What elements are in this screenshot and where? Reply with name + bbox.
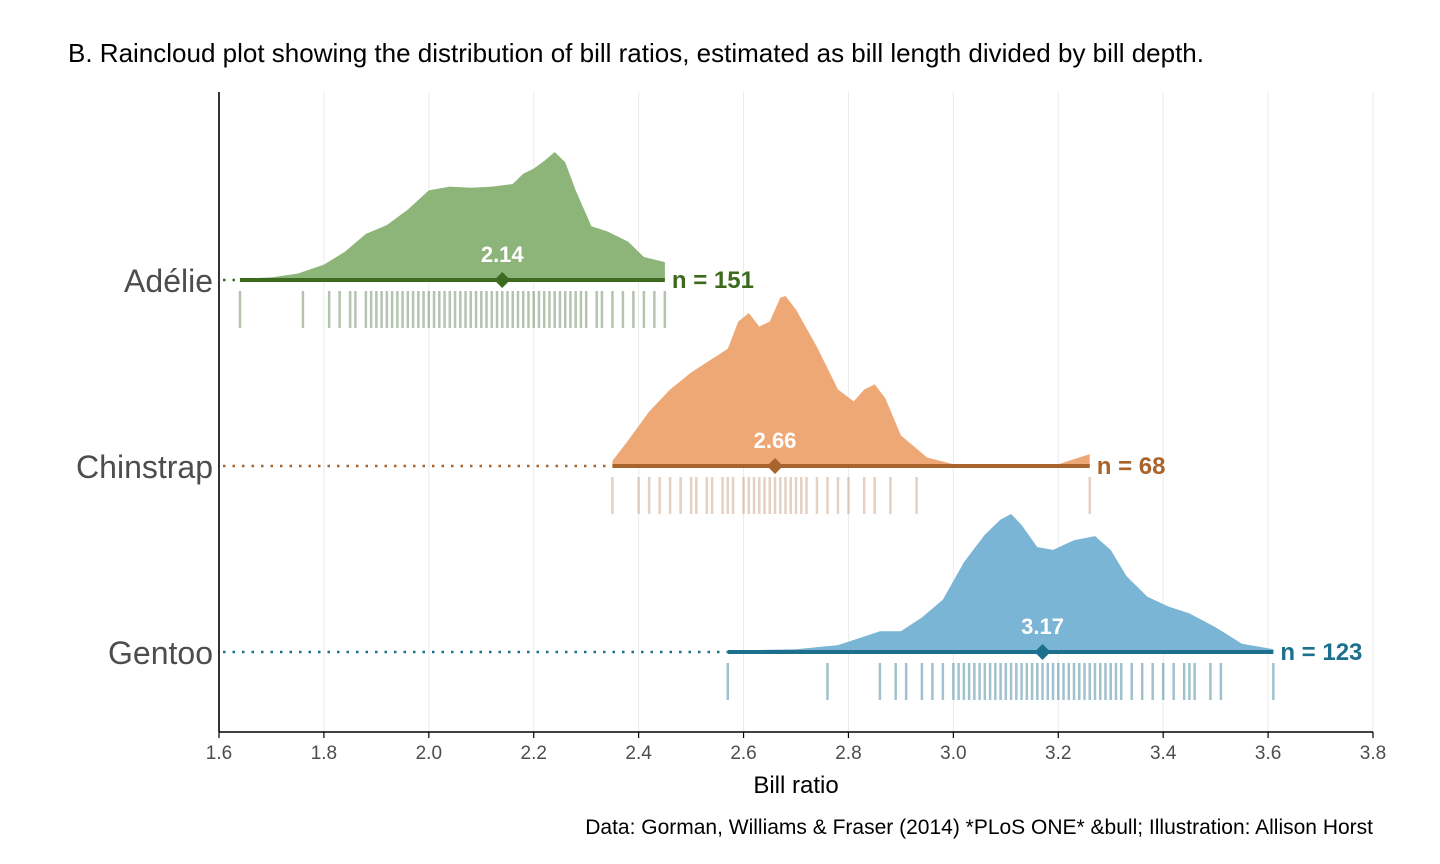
x-tick-label: 2.6 xyxy=(730,743,756,764)
chart-title: B. Raincloud plot showing the distributi… xyxy=(68,38,1204,68)
median-label-gentoo: 3.17 xyxy=(1021,614,1064,639)
median-point-adélie xyxy=(494,272,511,288)
median-label-adélie: 2.14 xyxy=(481,242,525,267)
median-point-chinstrap xyxy=(767,458,784,474)
series-chinstrap xyxy=(223,296,1091,514)
y-category-label-adélie: Adélie xyxy=(124,263,213,299)
density-adélie xyxy=(239,152,665,280)
x-tick-label: 2.0 xyxy=(416,743,442,764)
series-adélie xyxy=(223,152,667,328)
x-tick-label: 1.8 xyxy=(311,743,337,764)
x-tick-label: 3.8 xyxy=(1360,743,1386,764)
chart-caption: Data: Gorman, Williams & Fraser (2014) *… xyxy=(585,816,1373,839)
n-label-chinstrap: n = 68 xyxy=(1097,453,1166,480)
median-point-gentoo xyxy=(1034,644,1051,660)
series-gentoo xyxy=(223,514,1275,700)
n-label-gentoo: n = 123 xyxy=(1280,639,1362,666)
density-clouds xyxy=(223,152,1275,700)
n-label-adélie: n = 151 xyxy=(672,267,754,294)
x-tick-label: 2.2 xyxy=(521,743,547,764)
x-tick-label: 1.6 xyxy=(206,743,232,764)
axes: 1.6 1.8 2.0 2.2 2.4 2.6 2.8 3.0 3.2 3.4 3.6 3.8 xyxy=(206,92,1386,764)
density-gentoo xyxy=(727,514,1274,652)
density-chinstrap xyxy=(612,296,1090,466)
median-label-chinstrap: 2.66 xyxy=(754,428,797,453)
x-tick-label: 3.4 xyxy=(1150,743,1177,764)
x-tick-label: 3.6 xyxy=(1255,743,1281,764)
x-axis-title: Bill ratio xyxy=(753,772,838,799)
x-tick-label: 3.0 xyxy=(940,743,966,764)
x-tick-label: 2.4 xyxy=(625,743,652,764)
x-tick-label: 3.2 xyxy=(1045,743,1071,764)
y-category-label-gentoo: Gentoo xyxy=(108,635,213,671)
y-category-label-chinstrap: Chinstrap xyxy=(76,449,213,485)
x-tick-label: 2.8 xyxy=(835,743,861,764)
labels: 2.14 n = 151 Adélie 2.66 n = 68 Chinstrap 3.17… xyxy=(76,242,1362,671)
